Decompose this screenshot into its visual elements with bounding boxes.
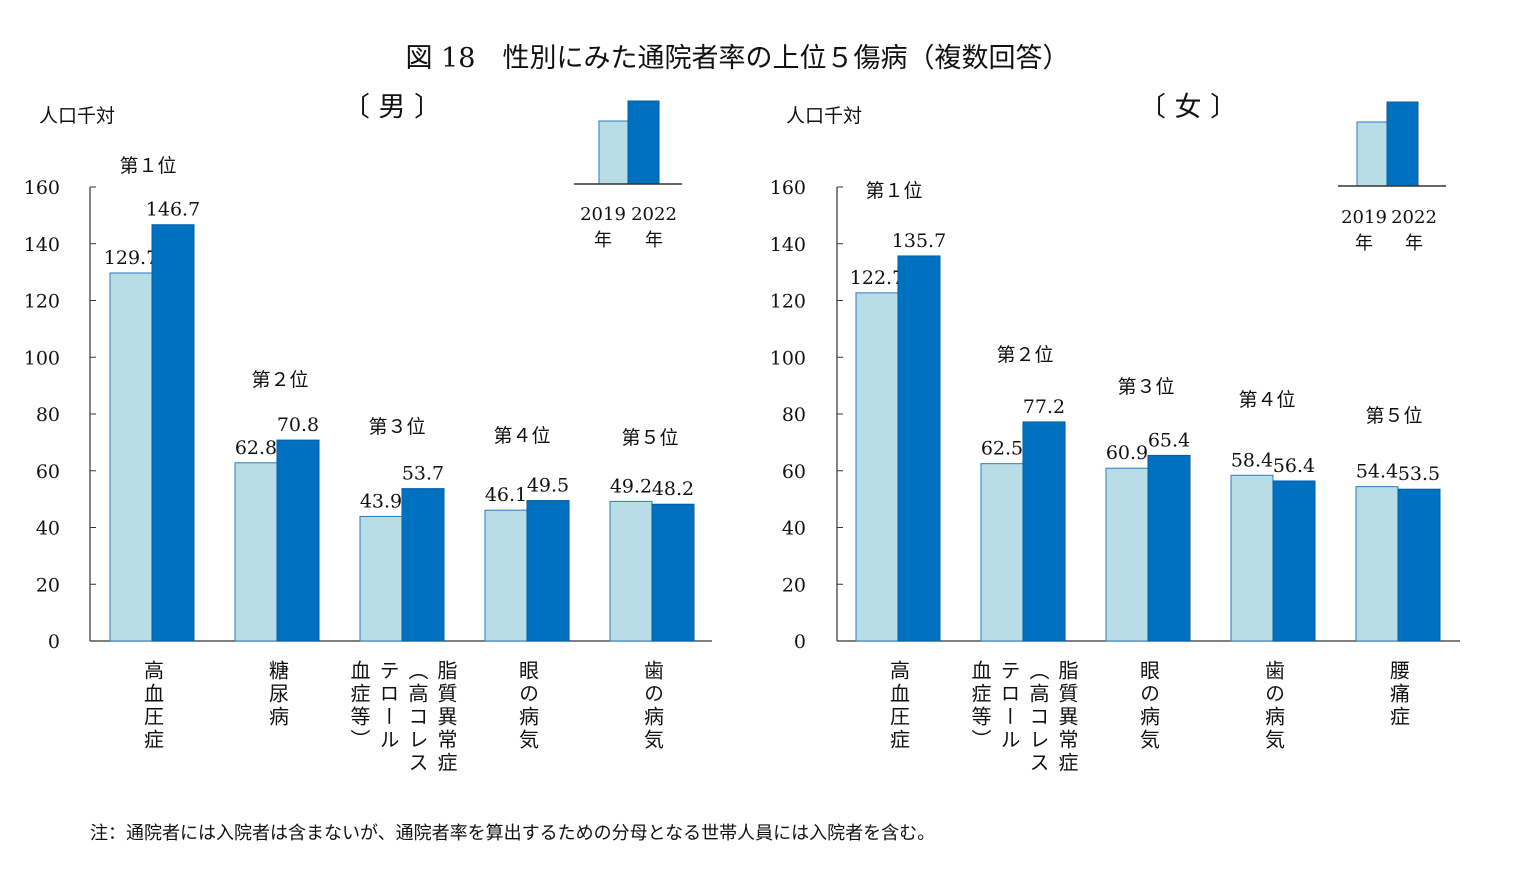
bar-2022 bbox=[651, 503, 695, 642]
data-label: 58.4 bbox=[1231, 449, 1273, 471]
y-tick-label: 160 bbox=[24, 177, 60, 199]
category-label: 歯の病気 bbox=[640, 660, 665, 752]
bar-2019 bbox=[855, 292, 899, 642]
y-tick-label: 100 bbox=[770, 347, 806, 369]
bar-2019 bbox=[1355, 486, 1399, 642]
y-tick-label: 20 bbox=[782, 574, 806, 596]
panel-title: 〔 男 〕 bbox=[343, 92, 441, 123]
y-tick-label: 40 bbox=[782, 518, 806, 540]
category-label: 高血圧症 bbox=[886, 660, 911, 752]
legend-label-year: 2019 bbox=[1341, 207, 1387, 228]
data-label: 49.2 bbox=[610, 475, 652, 497]
category-label: 歯の病気 bbox=[1261, 660, 1286, 752]
bar-2019 bbox=[1230, 474, 1274, 642]
data-label: 49.5 bbox=[527, 475, 569, 497]
data-label: 53.7 bbox=[402, 463, 444, 485]
bar-2019 bbox=[109, 272, 153, 642]
data-label: 43.9 bbox=[360, 490, 402, 512]
y-tick-label: 80 bbox=[36, 404, 60, 426]
footnote: 注：通院者には入院者は含まないが、通院者率を算出するための分母となる世帯人員には… bbox=[90, 823, 936, 844]
legend-label-year: 2019 bbox=[580, 204, 626, 225]
y-tick-label: 0 bbox=[794, 631, 806, 653]
category-label: 糖尿病 bbox=[265, 660, 290, 729]
y-tick-label: 140 bbox=[24, 234, 60, 256]
rank-label: 第３位 bbox=[1117, 376, 1174, 398]
bar-2022 bbox=[151, 224, 195, 642]
category-label: 眼の病気 bbox=[1136, 660, 1161, 752]
bar-2022 bbox=[1147, 454, 1191, 642]
data-label: 129.7 bbox=[104, 247, 158, 269]
rank-label: 第２位 bbox=[251, 369, 308, 391]
category-label: 腰痛症 bbox=[1386, 660, 1411, 729]
bar-2019 bbox=[1105, 467, 1149, 642]
legend-label-unit: 年 bbox=[1355, 233, 1373, 254]
y-tick-label: 60 bbox=[36, 461, 60, 483]
y-axis-unit: 人口千対 bbox=[786, 105, 862, 127]
y-tick-label: 40 bbox=[36, 518, 60, 540]
data-label: 62.8 bbox=[235, 437, 277, 459]
data-label: 60.9 bbox=[1106, 442, 1148, 464]
data-label: 65.4 bbox=[1148, 429, 1190, 451]
bar-2019 bbox=[980, 463, 1024, 642]
data-label: 56.4 bbox=[1273, 455, 1315, 477]
rank-label: 第１位 bbox=[119, 155, 176, 177]
legend-label-unit: 年 bbox=[1405, 233, 1423, 254]
bar-2019 bbox=[484, 509, 528, 642]
rank-label: 第５位 bbox=[1365, 405, 1422, 427]
y-tick-label: 0 bbox=[48, 631, 60, 653]
legend-swatch-2019 bbox=[1356, 121, 1388, 187]
legend-label-unit: 年 bbox=[594, 230, 612, 251]
rank-label: 第４位 bbox=[1238, 389, 1295, 411]
y-tick-label: 120 bbox=[770, 291, 806, 313]
bar-2019 bbox=[234, 462, 278, 642]
legend-swatch-2022 bbox=[1386, 101, 1419, 187]
legend-label-year: 2022 bbox=[631, 204, 677, 225]
y-axis-unit: 人口千対 bbox=[39, 105, 115, 127]
rank-label: 第５位 bbox=[621, 427, 678, 449]
category-label: 脂質異常症 （高コレス テロール 血症等） bbox=[347, 660, 458, 775]
y-tick-label: 80 bbox=[782, 404, 806, 426]
bar-2022 bbox=[526, 500, 570, 642]
rank-label: 第３位 bbox=[368, 416, 425, 438]
bar-2022 bbox=[276, 439, 320, 642]
rank-label: 第２位 bbox=[996, 344, 1053, 366]
data-label: 46.1 bbox=[485, 484, 527, 506]
bar-2022 bbox=[897, 255, 941, 642]
figure-title: 図 18 性別にみた通院者率の上位５傷病（複数回答） bbox=[405, 43, 1070, 74]
data-label: 48.2 bbox=[652, 478, 694, 500]
data-label: 135.7 bbox=[892, 230, 946, 252]
data-label: 122.7 bbox=[850, 267, 904, 289]
data-label: 77.2 bbox=[1023, 396, 1065, 418]
data-label: 146.7 bbox=[146, 199, 200, 221]
bar-2019 bbox=[609, 500, 653, 642]
data-label: 53.5 bbox=[1398, 463, 1440, 485]
panel-title: 〔 女 〕 bbox=[1139, 92, 1237, 123]
bar-2022 bbox=[401, 488, 445, 642]
bar-2022 bbox=[1397, 488, 1441, 642]
data-label: 62.5 bbox=[981, 438, 1023, 460]
y-tick-label: 120 bbox=[24, 291, 60, 313]
y-tick-label: 140 bbox=[770, 234, 806, 256]
legend-swatch-2022 bbox=[627, 100, 660, 185]
data-label: 70.8 bbox=[277, 414, 319, 436]
y-tick-label: 20 bbox=[36, 574, 60, 596]
category-label: 高血圧症 bbox=[140, 660, 165, 752]
data-label: 54.4 bbox=[1356, 461, 1398, 483]
y-tick-label: 60 bbox=[782, 461, 806, 483]
bar-2022 bbox=[1272, 480, 1316, 642]
rank-label: 第１位 bbox=[865, 180, 922, 202]
bar-2019 bbox=[359, 515, 403, 642]
bar-2022 bbox=[1022, 421, 1066, 642]
category-label: 眼の病気 bbox=[515, 660, 540, 752]
y-tick-label: 160 bbox=[770, 177, 806, 199]
legend-label-year: 2022 bbox=[1391, 207, 1437, 228]
legend-swatch-2019 bbox=[598, 120, 629, 185]
rank-label: 第４位 bbox=[493, 425, 550, 447]
legend-label-unit: 年 bbox=[645, 230, 663, 251]
y-tick-label: 100 bbox=[24, 347, 60, 369]
category-label: 脂質異常症 （高コレス テロール 血症等） bbox=[968, 660, 1079, 775]
